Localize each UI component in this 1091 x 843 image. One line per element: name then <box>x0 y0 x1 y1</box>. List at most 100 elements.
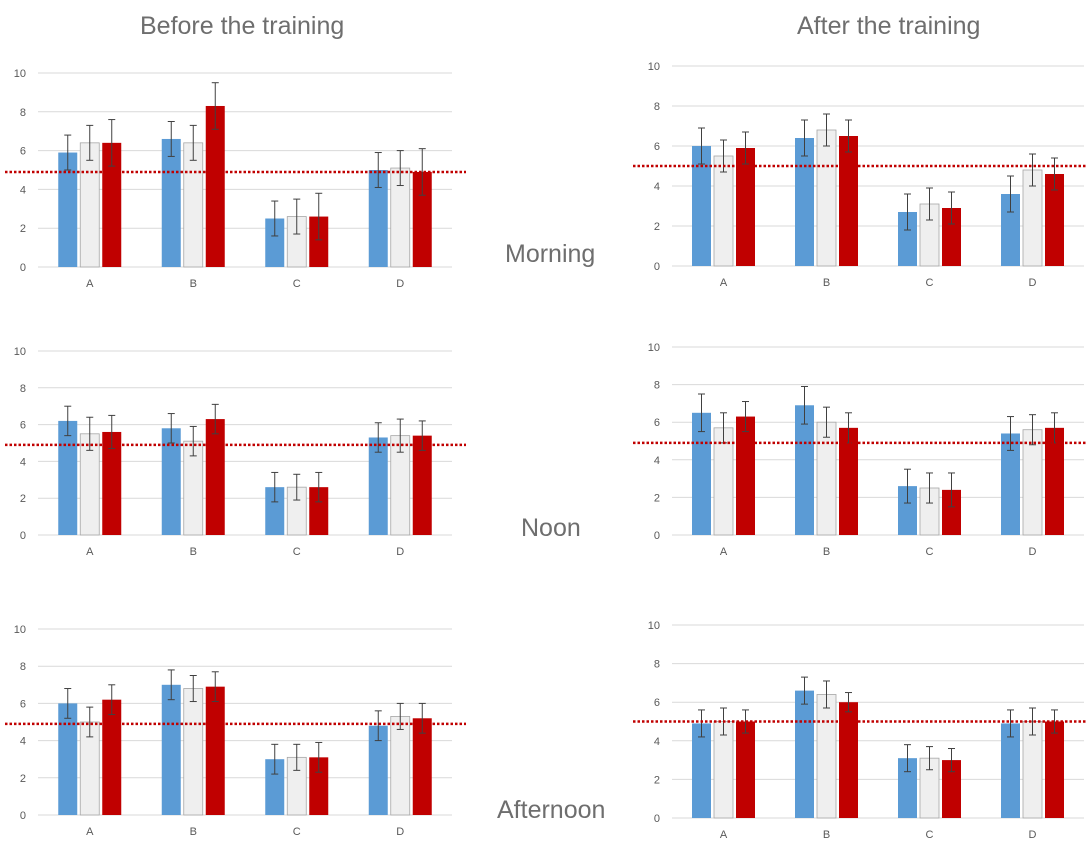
before-afternoon-xtick-A: A <box>86 826 94 838</box>
after-morning-bar-C-series1 <box>898 212 917 266</box>
before-afternoon-xtick-B: B <box>190 826 197 838</box>
after-afternoon-xtick-D: D <box>1029 829 1037 841</box>
before-noon-bar-B-series3 <box>205 419 225 535</box>
before-morning-bar-A-series1 <box>58 152 78 267</box>
before-afternoon-bar-A-series1 <box>58 703 78 815</box>
before-noon-bar-A-series3 <box>102 431 122 535</box>
after-noon-ytick-2: 2 <box>654 492 660 504</box>
after-afternoon-bar-D-series3 <box>1045 721 1064 818</box>
after-noon-bar-D-series1 <box>1001 433 1020 535</box>
after-afternoon-ytick-10: 10 <box>648 620 660 632</box>
before-morning-ytick-6: 6 <box>20 146 26 158</box>
after-morning-bar-C-series3 <box>942 208 961 266</box>
chart-before-afternoon: 0 2 4 6 8 10 A B C D <box>5 624 466 838</box>
before-afternoon-ytick-0: 0 <box>20 810 26 822</box>
before-afternoon-bar-B-series2 <box>183 688 204 816</box>
after-noon-bar-D-series3 <box>1045 427 1064 535</box>
before-morning-xtick-D: D <box>396 278 404 290</box>
before-noon-bar-D-series3 <box>412 435 432 535</box>
before-afternoon-bar-D-series3 <box>412 718 432 815</box>
before-noon-ytick-6: 6 <box>20 420 26 432</box>
before-training-title: Before the training <box>140 12 345 40</box>
before-morning-ytick-4: 4 <box>20 184 26 196</box>
before-morning-bar-C-series3 <box>309 216 329 267</box>
before-morning-xtick-B: B <box>190 278 197 290</box>
after-noon-bar-B-series2 <box>816 421 837 536</box>
afternoon-row-label: Afternoon <box>497 796 606 824</box>
before-morning-bar-A-series3 <box>102 142 122 267</box>
after-afternoon-bar-A-series1 <box>692 723 711 818</box>
after-morning-bar-A-series1 <box>692 146 711 266</box>
before-afternoon-ytick-10: 10 <box>14 624 26 636</box>
after-afternoon-bar-C-series1 <box>898 758 917 818</box>
before-afternoon-bar-C-series3 <box>309 757 329 815</box>
before-noon-ytick-0: 0 <box>20 530 26 542</box>
after-noon-bar-B-series3 <box>839 427 858 535</box>
after-morning-bar-A-series3 <box>736 148 755 266</box>
before-morning-bar-B-series1 <box>161 138 181 267</box>
before-morning-bar-A-series2 <box>79 142 100 268</box>
chart-after-afternoon: 0 2 4 6 8 10 A B C D <box>633 620 1087 841</box>
after-noon-bar-C-series1 <box>898 486 917 535</box>
before-morning-ytick-0: 0 <box>20 262 26 274</box>
before-noon-bar-C-series3 <box>309 487 329 535</box>
before-afternoon-bar-D-series2 <box>390 716 411 816</box>
after-morning-ytick-10: 10 <box>648 61 660 73</box>
after-noon-xtick-A: A <box>720 546 728 558</box>
before-noon-bar-A-series1 <box>58 420 78 535</box>
after-noon-bar-D-series2 <box>1022 429 1043 536</box>
before-noon-ytick-10: 10 <box>14 346 26 358</box>
before-noon-xtick-C: C <box>293 546 301 558</box>
before-noon-bar-B-series1 <box>161 428 181 535</box>
after-morning-bar-D-series1 <box>1001 194 1020 266</box>
after-morning-xtick-C: C <box>926 277 934 289</box>
after-noon-ytick-10: 10 <box>648 342 660 354</box>
before-noon-ytick-2: 2 <box>20 493 26 505</box>
after-afternoon-ytick-8: 8 <box>654 659 660 671</box>
after-morning-bar-B-series3 <box>839 136 858 266</box>
after-morning-xtick-B: B <box>823 277 830 289</box>
after-afternoon-ytick-6: 6 <box>654 697 660 709</box>
after-noon-bar-A-series3 <box>736 416 755 535</box>
after-afternoon-bar-D-series1 <box>1001 723 1020 818</box>
after-noon-ytick-4: 4 <box>654 455 660 467</box>
after-afternoon-bar-A-series2 <box>713 721 734 819</box>
before-morning-ytick-8: 8 <box>20 107 26 119</box>
after-afternoon-ytick-4: 4 <box>654 736 660 748</box>
before-morning-ytick-10: 10 <box>14 68 26 80</box>
after-morning-bar-B-series2 <box>816 129 837 267</box>
after-noon-bar-C-series3 <box>942 489 961 535</box>
after-afternoon-bar-C-series3 <box>942 760 961 818</box>
after-morning-bar-B-series1 <box>795 138 814 266</box>
before-noon-xtick-B: B <box>190 546 197 558</box>
after-afternoon-xtick-B: B <box>823 829 830 841</box>
before-afternoon-xtick-D: D <box>396 826 404 838</box>
noon-row-label: Noon <box>521 514 581 542</box>
before-morning-bar-D-series3 <box>412 171 432 267</box>
before-afternoon-bar-C-series1 <box>265 759 285 815</box>
after-afternoon-bar-B-series2 <box>816 694 837 819</box>
before-noon-bar-C-series1 <box>265 487 285 535</box>
before-noon-bar-D-series1 <box>368 437 388 535</box>
before-afternoon-ytick-4: 4 <box>20 736 26 748</box>
after-afternoon-xtick-C: C <box>926 829 934 841</box>
before-morning-bar-D-series1 <box>368 170 388 267</box>
after-afternoon-bar-A-series3 <box>736 721 755 818</box>
before-afternoon-bar-B-series1 <box>161 684 181 815</box>
morning-row-label: Morning <box>505 240 596 268</box>
before-noon-ytick-8: 8 <box>20 383 26 395</box>
before-afternoon-xtick-C: C <box>293 826 301 838</box>
before-afternoon-bar-D-series1 <box>368 725 388 815</box>
after-afternoon-ytick-2: 2 <box>654 774 660 786</box>
after-morning-xtick-D: D <box>1029 277 1037 289</box>
before-afternoon-bar-A-series3 <box>102 699 122 815</box>
chart-before-noon: 0 2 4 6 8 10 A B C D <box>5 346 466 558</box>
after-morning-xtick-A: A <box>720 277 728 289</box>
before-afternoon-ytick-2: 2 <box>20 773 26 785</box>
after-afternoon-bar-D-series2 <box>1022 721 1043 819</box>
after-afternoon-xtick-A: A <box>720 829 728 841</box>
after-afternoon-bar-B-series1 <box>795 690 814 818</box>
after-morning-ytick-0: 0 <box>654 261 660 273</box>
before-afternoon-ytick-8: 8 <box>20 661 26 673</box>
before-morning-ytick-2: 2 <box>20 223 26 235</box>
